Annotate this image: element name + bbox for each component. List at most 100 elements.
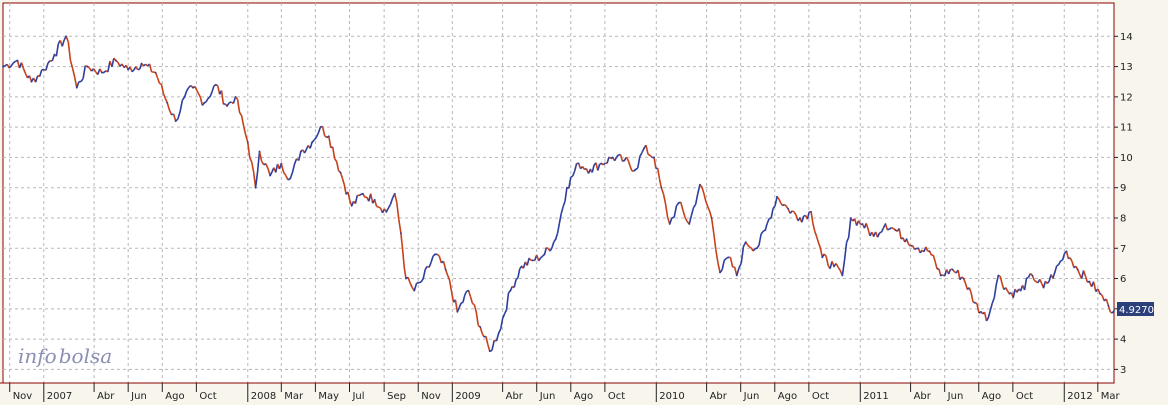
price-segment <box>1069 257 1073 262</box>
price-point <box>841 274 844 277</box>
price-segment <box>401 249 406 268</box>
price-point <box>821 256 824 259</box>
price-point <box>611 156 614 159</box>
price-point <box>1076 268 1079 271</box>
price-segment <box>438 255 443 264</box>
price-segment <box>810 211 814 224</box>
price-segment <box>729 257 734 268</box>
price-point <box>30 80 33 83</box>
price-segment <box>403 267 407 279</box>
x-tick-label: Mar <box>284 391 304 402</box>
price-segment <box>313 137 317 141</box>
price-segment <box>458 302 462 309</box>
price-segment <box>1061 253 1066 261</box>
logo-part-info: info <box>18 344 57 368</box>
price-point <box>776 195 778 198</box>
price-segment <box>503 309 508 315</box>
price-segment <box>515 277 519 281</box>
x-tick-label: Ago <box>574 391 593 402</box>
price-segment <box>710 217 715 233</box>
price-segment <box>205 97 209 103</box>
price-segment <box>1101 295 1105 302</box>
price-point <box>660 186 663 189</box>
price-segment <box>55 43 60 57</box>
price-point <box>1031 274 1034 277</box>
price-point <box>497 332 500 334</box>
price-segment <box>573 163 578 172</box>
price-segment <box>148 63 153 73</box>
price-point <box>849 217 852 219</box>
price-point <box>280 162 283 165</box>
price-segment <box>197 93 202 98</box>
price-point <box>53 53 56 56</box>
price-segment <box>682 209 686 218</box>
price-segment <box>481 332 485 338</box>
price-segment <box>876 232 881 238</box>
price-segment <box>577 163 582 169</box>
price-segment <box>389 197 394 205</box>
price-point <box>192 86 194 89</box>
last-price-box <box>1117 302 1154 316</box>
price-segment <box>947 268 952 275</box>
price-segment <box>564 187 568 202</box>
price-point <box>467 289 470 292</box>
price-point <box>289 177 292 180</box>
price-segment <box>627 160 631 167</box>
price-segment <box>376 205 379 208</box>
price-segment <box>47 60 51 64</box>
price-segment <box>430 255 434 263</box>
price-segment <box>841 260 846 276</box>
price-point <box>1042 286 1045 289</box>
price-segment <box>543 247 548 255</box>
price-segment <box>479 326 483 334</box>
price-segment <box>602 162 606 166</box>
price-point <box>203 102 206 104</box>
x-tick-label: Jun <box>130 391 147 402</box>
price-point <box>1088 280 1091 283</box>
price-point <box>634 168 637 171</box>
price-point <box>362 192 364 195</box>
price-segment <box>258 151 263 162</box>
price-segment <box>932 254 936 262</box>
price-point <box>755 247 758 250</box>
price-segment <box>1001 283 1005 290</box>
price-point <box>744 241 747 244</box>
infobolsa-logo: info bolsa <box>18 344 112 368</box>
price-segment <box>491 340 496 351</box>
price-segment <box>817 242 822 249</box>
price-point <box>543 253 546 256</box>
x-tick-label: Jul <box>351 391 364 402</box>
price-segment <box>815 236 820 244</box>
price-point <box>444 268 447 271</box>
price-segment <box>690 207 695 216</box>
price-segment <box>554 232 559 240</box>
price-segment <box>460 301 464 304</box>
price-segment <box>806 211 811 220</box>
price-point <box>531 259 534 262</box>
price-segment <box>393 193 398 203</box>
price-segment <box>1046 280 1050 285</box>
price-segment <box>409 282 413 288</box>
price-segment <box>442 261 447 270</box>
price-segment <box>354 195 359 204</box>
price-point <box>258 150 261 153</box>
price-point <box>246 141 249 144</box>
x-tick-label: Mar <box>1101 391 1121 402</box>
price-segment <box>591 164 595 173</box>
price-segment <box>746 244 751 248</box>
price-segment <box>560 206 564 214</box>
price-segment <box>905 238 910 245</box>
price-point <box>234 95 237 98</box>
price-segment <box>857 220 862 225</box>
price-segment <box>774 196 778 207</box>
price-segment <box>422 269 426 279</box>
price-segment <box>712 232 717 250</box>
price-segment <box>549 247 553 252</box>
price-segment <box>254 171 259 188</box>
price-segment <box>879 231 882 234</box>
price-segment <box>843 242 848 261</box>
x-tick-label: Jun <box>743 391 760 402</box>
price-segment <box>8 65 12 69</box>
y-tick-label: 6 <box>1120 274 1126 285</box>
